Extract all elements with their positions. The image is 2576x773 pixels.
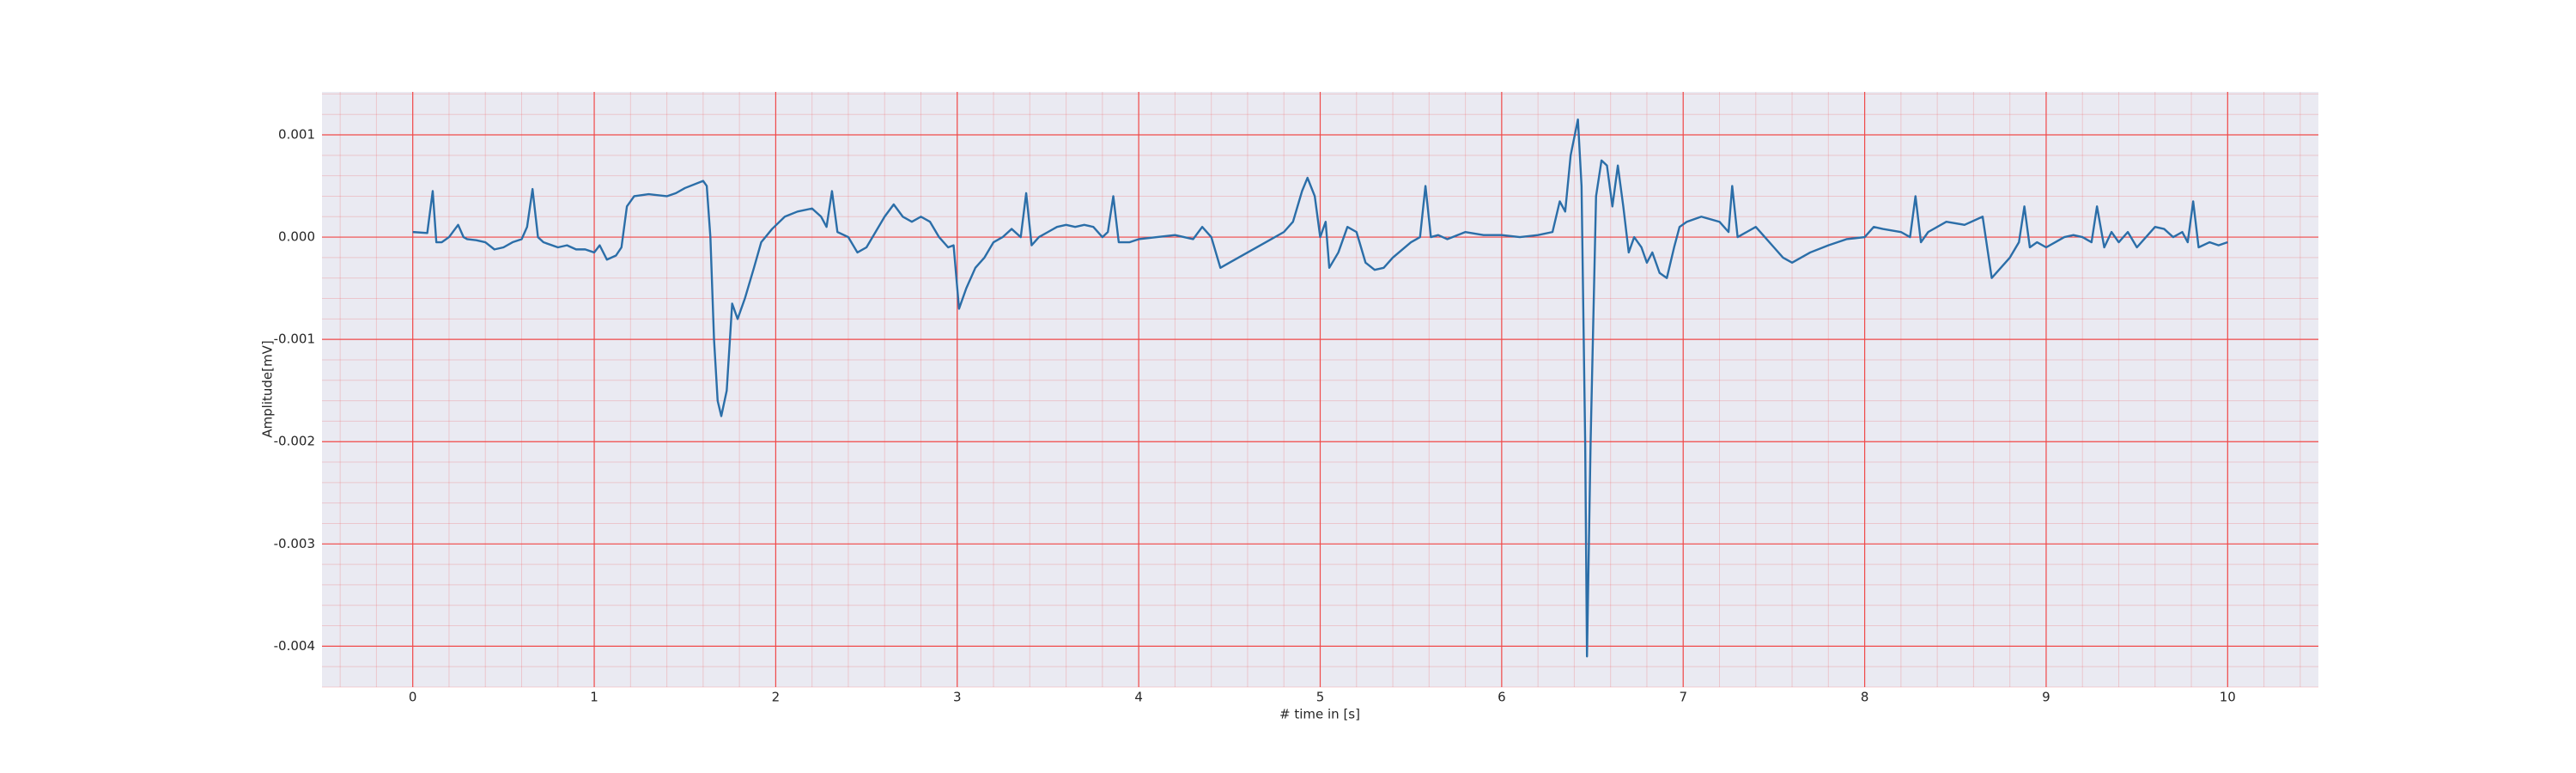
x-axis-label: # time in [s] [1279, 707, 1360, 722]
x-tick-label: 8 [1861, 690, 1869, 705]
x-tick-label: 3 [953, 690, 962, 705]
y-tick-label: 0.001 [278, 127, 315, 143]
x-tick-label: 10 [2220, 690, 2236, 705]
x-tick-label: 1 [590, 690, 598, 705]
x-tick-label: 0 [409, 690, 417, 705]
y-tick-label: -0.002 [274, 434, 315, 449]
y-axis-label: Amplitude[mV] [260, 340, 276, 437]
y-tick-label: -0.001 [274, 332, 315, 347]
y-tick-label: 0.000 [278, 229, 315, 245]
x-tick-label: 5 [1316, 690, 1325, 705]
y-tick-label: -0.004 [274, 638, 315, 654]
y-tick-label: -0.003 [274, 536, 315, 551]
x-tick-label: 2 [772, 690, 781, 705]
ecg-line [412, 118, 2228, 658]
x-tick-label: 4 [1134, 690, 1143, 705]
x-tick-label: 6 [1498, 690, 1506, 705]
x-tick-label: 7 [1679, 690, 1687, 705]
grid [322, 92, 2318, 688]
x-tick-label: 9 [2042, 690, 2050, 705]
